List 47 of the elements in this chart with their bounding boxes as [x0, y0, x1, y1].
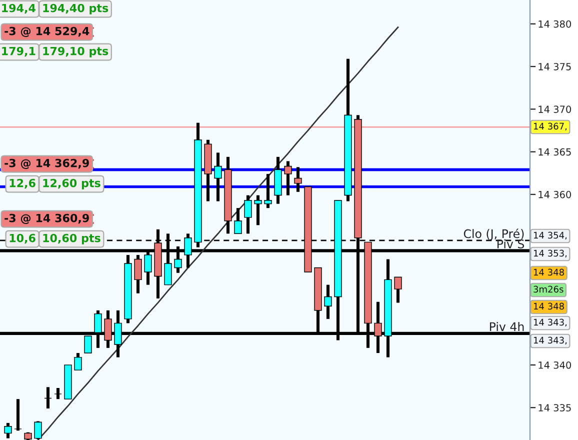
y-tick-label: 14 380	[538, 20, 572, 28]
ref-line-label: Piv S	[497, 239, 524, 248]
annotation: 179,1	[2, 46, 36, 57]
y-tick-label: 14 340	[538, 361, 572, 369]
candlestick	[344, 58, 352, 202]
text: 14 354,	[534, 232, 567, 240]
candlestick	[284, 161, 292, 196]
annotation: -3 @ 14 362,9	[4, 158, 89, 169]
candlestick	[264, 174, 272, 208]
annotation: 194,40 pts	[43, 4, 108, 14]
candlestick	[234, 208, 242, 234]
annotation: 12,6	[10, 178, 36, 189]
y-tick-label: 14 365	[538, 148, 571, 156]
candlestick	[224, 156, 232, 234]
annotation: 179,10 pts	[43, 46, 108, 58]
text: 14 348	[534, 268, 564, 276]
text: 14 348	[534, 302, 564, 310]
text: 14 343,	[534, 336, 567, 345]
candlestick	[134, 254, 142, 294]
annotation: 194,4	[2, 4, 36, 14]
line-series	[37, 26, 399, 440]
candlestick	[394, 276, 402, 303]
candlestick	[274, 156, 282, 204]
y-tick-label: 14 335	[538, 404, 571, 412]
ref-line-label: Piv 4h	[490, 322, 524, 331]
annotation: -3 @ 14 529,4	[4, 26, 90, 37]
text: 14 367,	[534, 122, 567, 131]
candlestick	[74, 353, 82, 370]
candlestick	[204, 140, 212, 202]
text: 14 353,	[534, 250, 567, 258]
annotation: 12,60 pts	[43, 178, 100, 190]
y-tick-label: 14 370	[538, 106, 572, 113]
ref-line-label: Clo (J, Pré)	[464, 228, 524, 240]
candlestick	[14, 399, 22, 431]
annotation: -3 @ 14 360,9	[4, 214, 89, 224]
candlestick	[294, 167, 302, 192]
y-tick-label: 14 375	[538, 62, 571, 70]
candlestick	[324, 284, 332, 319]
candlestick	[214, 152, 222, 202]
text: 14 343,	[534, 318, 567, 327]
y-tick-label: 14 360	[538, 190, 572, 198]
text: 3m26s	[534, 286, 564, 293]
candlestick	[54, 388, 62, 400]
candlestick	[44, 387, 52, 408]
candlestick	[64, 364, 72, 400]
annotation: 10,6	[10, 234, 36, 244]
annotation: 10,60 pts	[43, 234, 100, 244]
